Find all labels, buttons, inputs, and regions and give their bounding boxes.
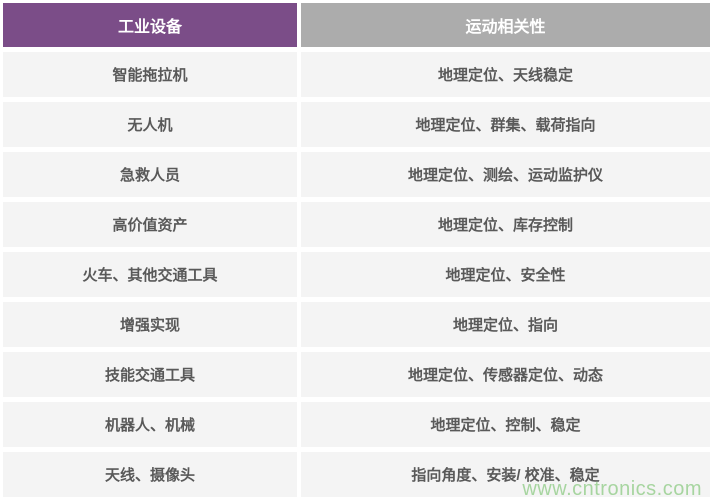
motion-cell: 指向角度、安装/ 校准、稳定 (301, 452, 710, 497)
table: 工业设备 运动相关性 智能拖拉机 地理定位、天线稳定 无人机 地理定位、群集、载… (3, 3, 710, 497)
device-cell: 技能交通工具 (3, 352, 297, 397)
motion-cell: 地理定位、群集、载荷指向 (301, 102, 710, 147)
motion-cell: 地理定位、控制、稳定 (301, 402, 710, 447)
motion-cell: 地理定位、库存控制 (301, 202, 710, 247)
device-cell: 无人机 (3, 102, 297, 147)
device-cell: 机器人、机械 (3, 402, 297, 447)
device-cell: 火车、其他交通工具 (3, 252, 297, 297)
device-cell: 高价值资产 (3, 202, 297, 247)
device-cell: 天线、摄像头 (3, 452, 297, 497)
motion-cell: 地理定位、天线稳定 (301, 52, 710, 97)
device-cell: 增强实现 (3, 302, 297, 347)
device-cell: 智能拖拉机 (3, 52, 297, 97)
device-cell: 急救人员 (3, 152, 297, 197)
column-header-motion-relevance: 运动相关性 (301, 3, 710, 47)
motion-cell: 地理定位、安全性 (301, 252, 710, 297)
column-header-industrial-equipment: 工业设备 (3, 3, 297, 47)
motion-cell: 地理定位、传感器定位、动态 (301, 352, 710, 397)
motion-cell: 地理定位、测绘、运动监护仪 (301, 152, 710, 197)
motion-cell: 地理定位、指向 (301, 302, 710, 347)
